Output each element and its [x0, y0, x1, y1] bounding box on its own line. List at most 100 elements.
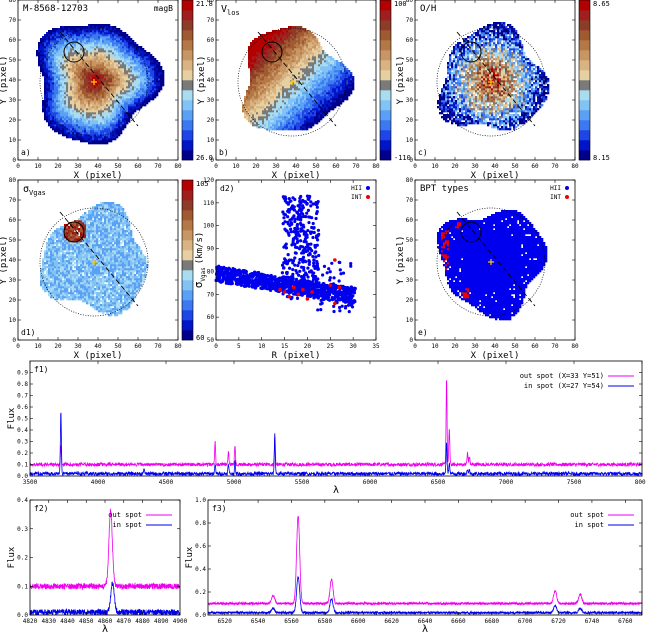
panel-a-cell — [72, 128, 75, 131]
panel-a-cell — [64, 94, 67, 97]
panel-b-cell — [270, 62, 273, 65]
panel-a-cell — [68, 122, 71, 125]
panel-b-cell — [262, 62, 265, 65]
panel-b-cell — [268, 66, 271, 69]
panel-b-cell — [326, 82, 329, 85]
panel-b-cell — [262, 118, 265, 121]
panel-a-cell — [46, 94, 49, 97]
panel-b-cell — [250, 62, 253, 65]
panel-a-cell — [96, 104, 99, 107]
panel-a-cell — [116, 90, 119, 93]
panel-a-cell — [40, 46, 43, 49]
panel-a-cell — [120, 108, 123, 111]
panel-b-cell — [336, 64, 339, 67]
panel-a-cell — [68, 32, 71, 35]
panel-b-cell — [316, 82, 319, 85]
panel-b-cell — [276, 52, 279, 55]
panel-a-cell — [56, 66, 59, 69]
panel-a-cell — [120, 98, 123, 101]
panel-a-cell — [90, 62, 93, 65]
panel-b-cell — [256, 58, 259, 61]
panel-a-cell — [40, 66, 43, 69]
panel-b-cell — [260, 38, 263, 41]
panel-a-cell — [120, 126, 123, 129]
panel-a-cell — [66, 130, 69, 133]
panel-b-map — [242, 26, 355, 131]
panel-a-cell — [58, 28, 61, 31]
panel-a-cell — [150, 88, 153, 91]
panel-a-cell — [60, 58, 63, 61]
panel-a-cell — [86, 54, 89, 57]
panel-a-cell — [140, 72, 143, 75]
panel-b-cell — [286, 126, 289, 129]
panel-b-cell — [318, 110, 321, 113]
panel-a-cell — [86, 122, 89, 125]
panel-a-cell — [46, 64, 49, 67]
panel-b-cell — [326, 112, 329, 115]
panel-a-cell — [68, 98, 71, 101]
panel-b-cell — [324, 54, 327, 57]
panel-a-cell — [48, 92, 51, 95]
panel-a-cell — [94, 80, 97, 83]
panel-b-cell — [256, 116, 259, 119]
panel-a-cell — [126, 66, 129, 69]
panel-a-cell — [124, 44, 127, 47]
panel-b-cell — [330, 80, 333, 83]
panel-a-cell — [58, 76, 61, 79]
panel-b-cell — [282, 94, 285, 97]
panel-a-cell — [68, 34, 71, 37]
panel-b-cell — [328, 76, 331, 79]
panel-a-cell — [160, 66, 163, 69]
panel-a-cell — [88, 24, 91, 27]
panel-b-cell — [304, 52, 307, 55]
panel-b-cell — [290, 106, 293, 109]
panel-b-cell — [266, 58, 269, 61]
panel-a-cell — [52, 88, 55, 91]
panel-a-ytick-label: 30 — [9, 97, 17, 104]
panel-b-cell — [336, 98, 339, 101]
panel-a-cell — [64, 38, 67, 41]
panel-b-cell — [296, 88, 299, 91]
panel-a-cell — [48, 90, 51, 93]
panel-a-cell — [64, 78, 67, 81]
panel-b-cell — [292, 44, 295, 47]
panel-b-cell — [336, 70, 339, 73]
panel-a-cell — [98, 44, 101, 47]
panel-a-cell — [78, 98, 81, 101]
panel-b-cell — [334, 98, 337, 101]
panel-b-cell — [262, 88, 265, 91]
panel-a-cell — [114, 50, 117, 53]
panel-a-cell — [122, 62, 125, 65]
panel-b-cell — [270, 108, 273, 111]
panel-a-cell — [94, 74, 97, 77]
panel-a-cell — [104, 114, 107, 117]
panel-a-cell — [60, 104, 63, 107]
panel-a-cell — [156, 60, 159, 63]
panel-a-cell — [44, 80, 47, 83]
panel-a-cell — [108, 70, 111, 73]
panel-a-cell — [92, 130, 95, 133]
panel-a-cell — [98, 142, 101, 145]
panel-a-cell — [56, 50, 59, 53]
panel-a-cell — [94, 78, 97, 81]
panel-a-cell — [64, 88, 67, 91]
panel-a-cell — [38, 50, 41, 53]
panel-a-cell — [64, 98, 67, 101]
panel-a-cell — [64, 118, 67, 121]
panel-a-cell — [90, 124, 93, 127]
panel-a-cell — [126, 106, 129, 109]
panel-a-cell — [148, 84, 151, 87]
panel-b-cell — [290, 54, 293, 57]
panel-a-cell — [48, 30, 51, 33]
panel-b-cell — [246, 94, 249, 97]
panel-a-cell — [44, 118, 47, 121]
panel-b-cell — [314, 116, 317, 119]
panel-a-cell — [48, 70, 51, 73]
panel-b-cell — [262, 42, 265, 45]
panel-b-cell — [280, 102, 283, 105]
panel-b-cell — [248, 88, 251, 91]
panel-b-cell — [296, 126, 299, 129]
panel-b-cell — [272, 100, 275, 103]
panel-a-cell — [140, 98, 143, 101]
panel-b-cell — [276, 30, 279, 33]
